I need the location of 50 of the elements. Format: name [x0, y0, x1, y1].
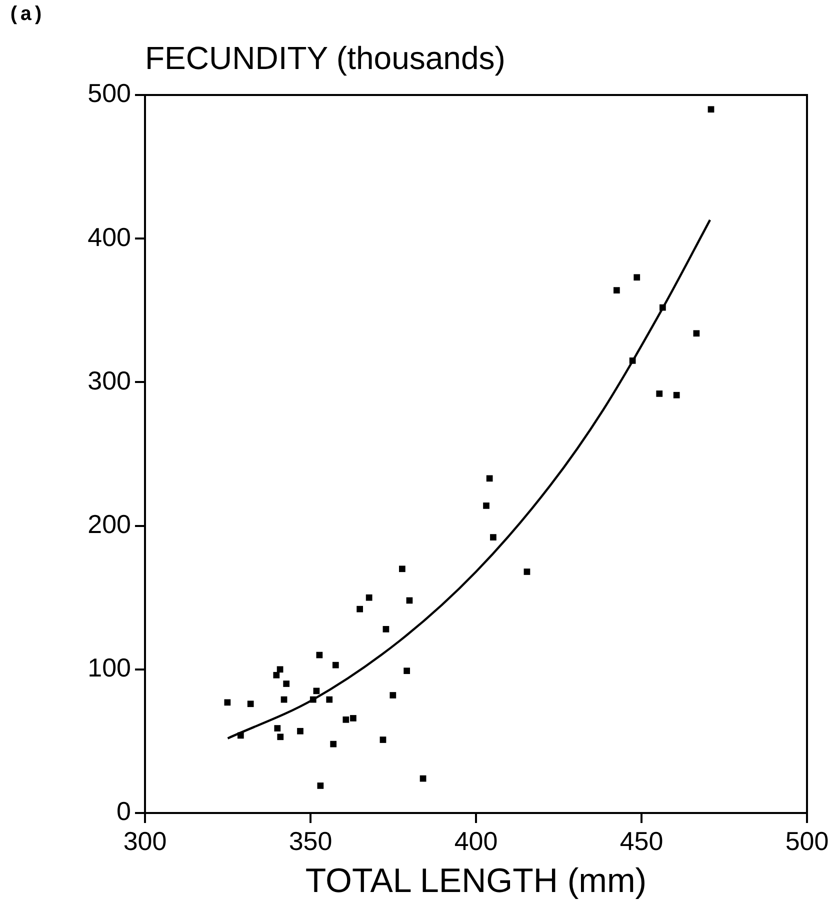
- point: [356, 606, 363, 612]
- point: [656, 390, 663, 397]
- point: [382, 626, 390, 632]
- point: [693, 330, 700, 337]
- y-tick-label: 100: [88, 652, 131, 683]
- y-tick-label: 400: [88, 222, 131, 252]
- point: [277, 734, 284, 740]
- y-tick-label: 300: [88, 365, 131, 396]
- y-tick-label: 200: [88, 508, 131, 539]
- point: [483, 502, 490, 509]
- point: [283, 680, 290, 687]
- x-tick-label: 450: [620, 826, 664, 856]
- point: [380, 736, 386, 743]
- point: [224, 699, 231, 706]
- chart-title: (a): [8, 4, 44, 27]
- point: [660, 304, 666, 311]
- point: [673, 392, 680, 398]
- point: [330, 740, 337, 748]
- point: [237, 732, 244, 739]
- y-tick-label: 0: [116, 796, 131, 826]
- point: [613, 287, 620, 294]
- point: [247, 700, 254, 708]
- point: [332, 662, 339, 668]
- point: [273, 672, 280, 678]
- point: [326, 696, 333, 703]
- point: [390, 692, 396, 698]
- point: [524, 568, 530, 575]
- point: [297, 728, 304, 734]
- point: [310, 696, 316, 703]
- point: [366, 594, 372, 601]
- point: [708, 106, 714, 113]
- y-axis-title: FECUNDITY (thousands): [145, 40, 506, 77]
- point: [634, 274, 640, 281]
- point: [350, 715, 356, 722]
- point: [490, 534, 496, 540]
- y-tick-label: 500: [88, 78, 131, 108]
- x-axis-title: TOTAL LENGTH (mm): [304, 862, 648, 901]
- point: [486, 475, 493, 482]
- point: [404, 668, 410, 674]
- point: [342, 716, 350, 723]
- x-tick-label: 300: [123, 826, 167, 856]
- x-tick-label: 400: [454, 826, 498, 856]
- line-series: [226, 218, 712, 740]
- point: [317, 782, 324, 789]
- x-tick-label: 350: [288, 826, 332, 856]
- point: [274, 725, 281, 732]
- point: [629, 357, 636, 364]
- x-tick-label: 500: [785, 826, 829, 856]
- point: [399, 566, 406, 572]
- point: [276, 666, 284, 673]
